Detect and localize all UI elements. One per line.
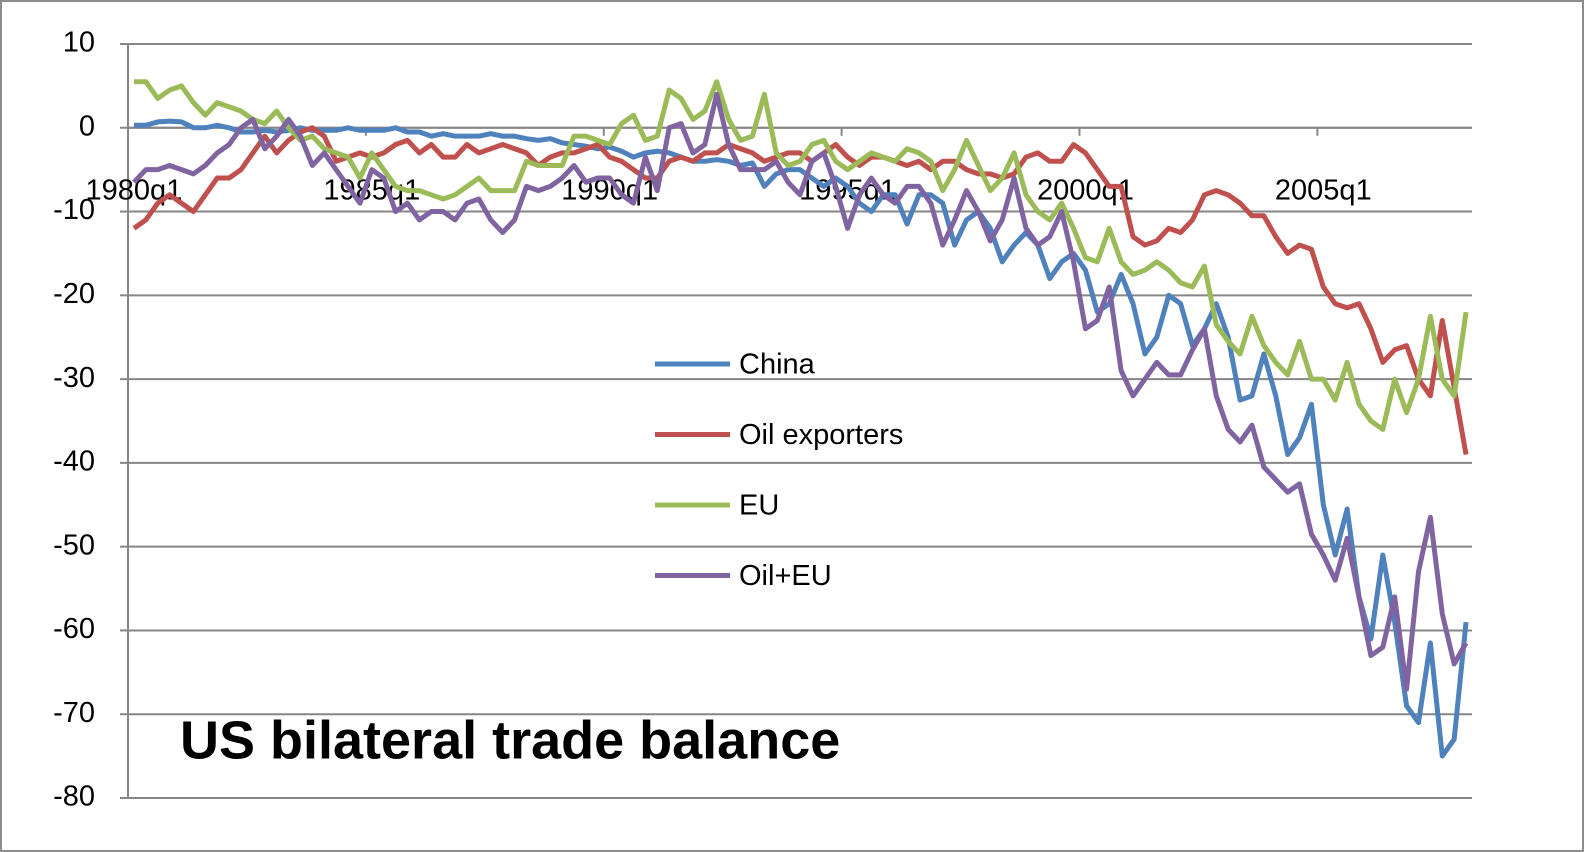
series-line bbox=[132, 125, 1469, 455]
annotation: US bilateral trade balance bbox=[180, 710, 840, 770]
series-line bbox=[133, 118, 1469, 759]
y-tick-label: -80 bbox=[53, 781, 95, 813]
y-tick-label: -50 bbox=[53, 529, 95, 561]
y-tick-label: -20 bbox=[53, 278, 95, 310]
y-tick-label: -70 bbox=[53, 697, 95, 729]
legend-label: EU bbox=[739, 490, 779, 522]
legend-label: Oil+EU bbox=[739, 560, 832, 592]
lines bbox=[132, 79, 1469, 759]
legend: China Oil exporters EU Oil+EU bbox=[655, 349, 903, 592]
series-line bbox=[133, 79, 1469, 432]
x-tick-label: 2000q1 bbox=[1037, 174, 1134, 206]
legend-label: China bbox=[739, 349, 816, 381]
y-tick-label: -10 bbox=[53, 194, 95, 226]
y-tick-label: 0 bbox=[79, 110, 95, 142]
y-tick-label: -40 bbox=[53, 446, 95, 478]
y-tick-label: -30 bbox=[53, 362, 95, 394]
legend-label: Oil exporters bbox=[739, 419, 903, 451]
x-tick-label: 2005q1 bbox=[1275, 174, 1372, 206]
y-tick-label: 10 bbox=[63, 27, 95, 59]
y-tick-label: -60 bbox=[53, 613, 95, 645]
series-line bbox=[132, 91, 1469, 692]
